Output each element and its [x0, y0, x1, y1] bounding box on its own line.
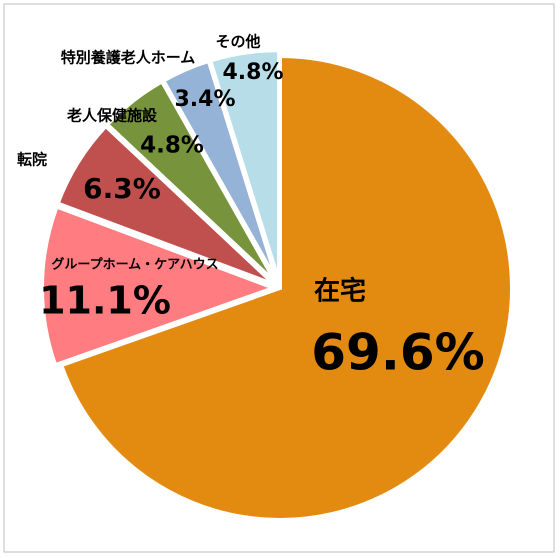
value-label: 4.8%	[222, 60, 283, 85]
slice-label: 在宅	[314, 276, 366, 307]
value-label: 6.3%	[83, 172, 161, 205]
slice-label: 転院	[17, 151, 47, 169]
pie-slice	[207, 48, 282, 283]
value-label: 11.1%	[39, 279, 171, 323]
slice-label: 特別養護老人ホーム	[61, 49, 196, 67]
value-label: 4.8%	[140, 133, 204, 159]
slice-label: その他	[215, 33, 260, 51]
slice-label: 老人保健施設	[66, 107, 158, 125]
pie-slice	[55, 123, 277, 287]
pie-slice	[58, 53, 514, 522]
pie-slice	[40, 204, 280, 368]
value-label: 69.6%	[311, 324, 484, 382]
slice-label: グループホーム・ケアハウス	[51, 257, 218, 273]
value-label: 3.4%	[174, 87, 235, 112]
